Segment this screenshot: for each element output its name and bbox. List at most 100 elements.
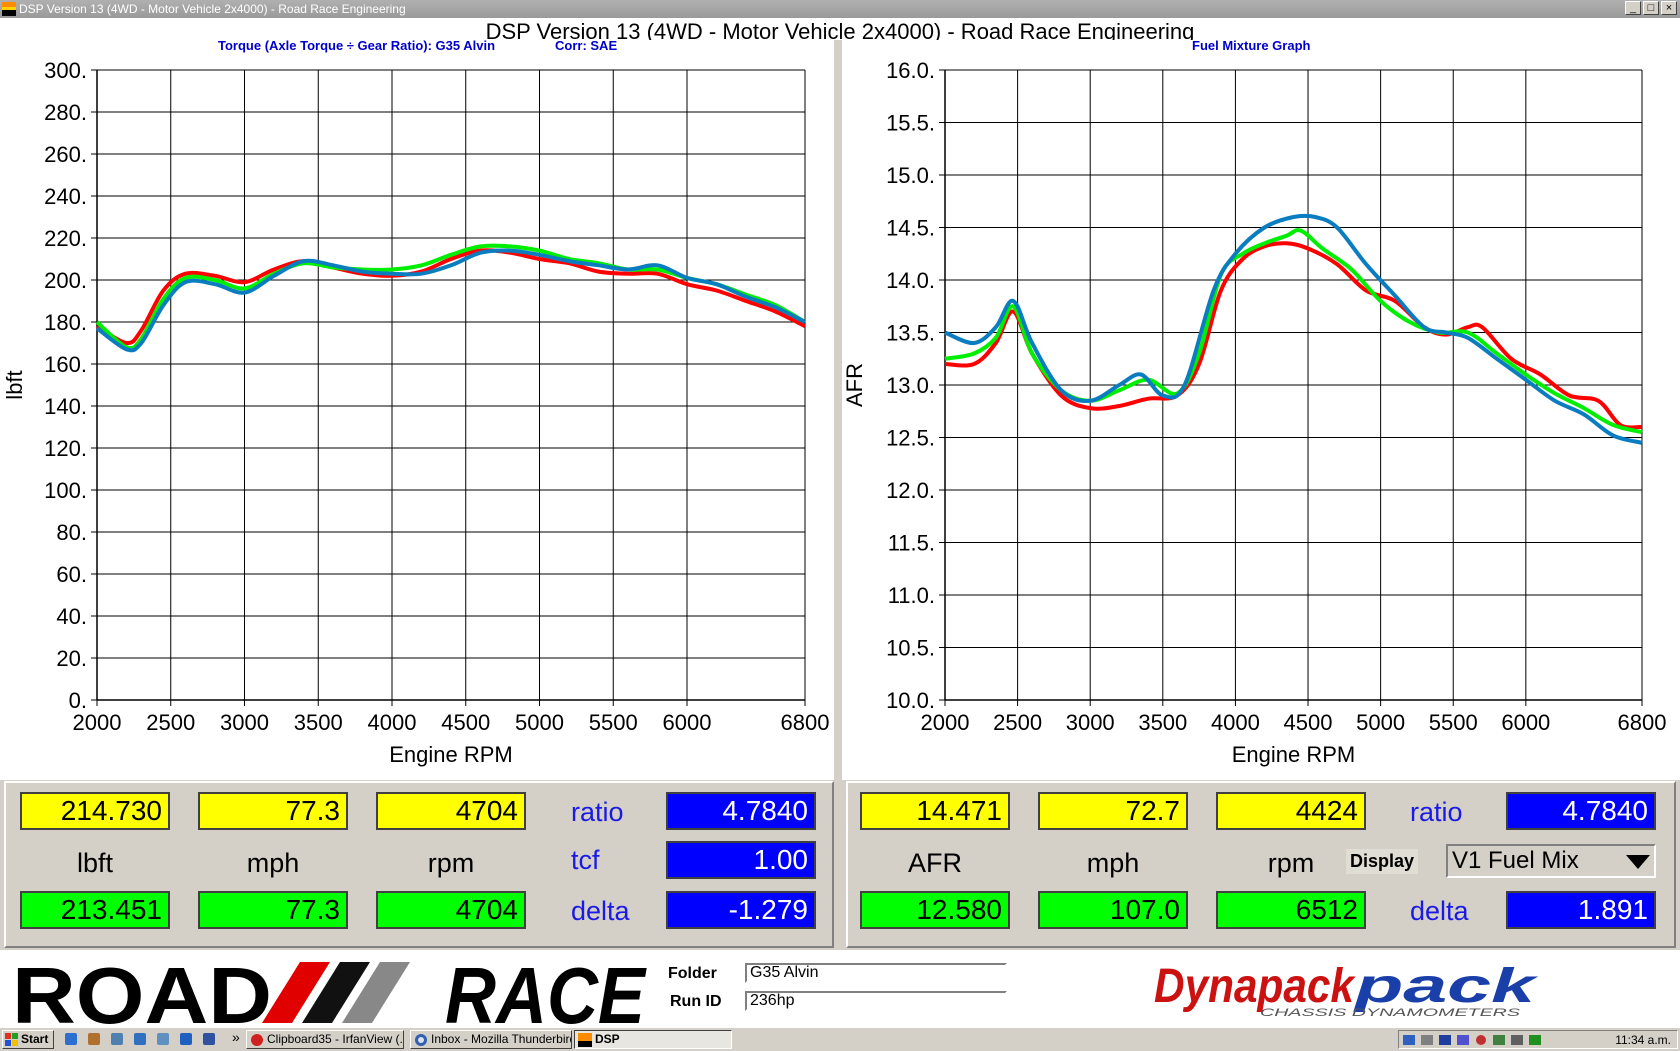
outlook-icon[interactable] bbox=[87, 1032, 101, 1046]
readout-rpm-peak: 4704 bbox=[376, 891, 526, 929]
y-tick-label: 240. bbox=[44, 184, 87, 209]
minimize-button[interactable]: _ bbox=[1625, 1, 1641, 15]
ie2-icon[interactable] bbox=[179, 1032, 193, 1046]
readout-mph-peak-right: 107.0 bbox=[1038, 891, 1188, 929]
irfanview-icon bbox=[251, 1034, 263, 1046]
task-thunderbird[interactable]: Inbox - Mozilla Thunderbird bbox=[410, 1030, 572, 1049]
torque-header-title: Torque (Axle Torque ÷ Gear Ratio): G35 A… bbox=[218, 38, 496, 53]
ratio-label-right: ratio bbox=[1410, 797, 1463, 827]
dsp-app-icon bbox=[2, 2, 16, 16]
runid-field[interactable]: 236hp bbox=[745, 991, 1007, 1011]
readout-mph-peak: 77.3 bbox=[198, 891, 348, 929]
window-titlebar: DSP Version 13 (4WD - Motor Vehicle 2x40… bbox=[0, 0, 1680, 18]
maximize-button[interactable]: □ bbox=[1643, 1, 1659, 15]
wordpad-icon[interactable] bbox=[133, 1032, 147, 1046]
y-tick-label: 200. bbox=[44, 268, 87, 293]
y-tick-label: 280. bbox=[44, 100, 87, 125]
runid-label: Run ID bbox=[670, 993, 722, 1010]
x-tick-label: 2000 bbox=[921, 710, 970, 735]
quicklaunch-chevron[interactable]: » bbox=[232, 1029, 240, 1045]
tray-icons[interactable] bbox=[1403, 1033, 1553, 1047]
y-tick-label: 15.5. bbox=[886, 111, 935, 136]
y-tick-label: 140. bbox=[44, 394, 87, 419]
display-button[interactable]: Display bbox=[1346, 849, 1419, 874]
y-tick-label: 40. bbox=[56, 604, 87, 629]
delta-value: -1.279 bbox=[666, 891, 816, 929]
delta-label-right: delta bbox=[1410, 896, 1469, 926]
torque-readout-panel: 214.730 77.3 4704 lbft mph rpm 213.451 7… bbox=[4, 781, 834, 948]
afr-chart[interactable]: 10.0. 10.5. 11.0. 11.5. 12.0. 12.5. 13.0. 13.5.… bbox=[842, 40, 1680, 780]
x-axis-label: Engine RPM bbox=[1232, 742, 1356, 767]
x-tick-label: 6800 bbox=[781, 710, 830, 735]
readout-rpm-current: 4704 bbox=[376, 792, 526, 830]
folder-field[interactable]: G35 Alvin bbox=[745, 963, 1007, 983]
y-tick-label: 16.0. bbox=[886, 58, 935, 83]
unit-rpm: rpm bbox=[427, 848, 475, 878]
footer-bar: ROAD RACE Folder G35 Alvin Run ID 236hp … bbox=[0, 950, 1680, 1040]
unit-mph: mph bbox=[246, 848, 300, 878]
readout-rpm-peak-right: 6512 bbox=[1216, 891, 1366, 929]
x-tick-label: 2000 bbox=[73, 710, 122, 735]
x-tick-label: 3000 bbox=[220, 710, 269, 735]
tcf-label: tcf bbox=[571, 845, 600, 875]
y-tick-label: 13.0. bbox=[886, 373, 935, 398]
unit-mph-right: mph bbox=[1086, 848, 1140, 878]
y-tick-label: 0. bbox=[69, 688, 87, 713]
y-tick-label: 13.5. bbox=[886, 321, 935, 346]
windows-logo-icon bbox=[5, 1033, 18, 1046]
x-tick-label: 4000 bbox=[368, 710, 417, 735]
x-tick-label: 2500 bbox=[993, 710, 1042, 735]
x-tick-label: 6800 bbox=[1618, 710, 1667, 735]
chevron-down-icon bbox=[1626, 855, 1650, 869]
system-tray: 11:34 a.m. bbox=[1398, 1030, 1678, 1049]
start-button[interactable]: Start bbox=[2, 1030, 54, 1049]
x-tick-label: 5500 bbox=[1429, 710, 1478, 735]
y-tick-label: 12.5. bbox=[886, 426, 935, 451]
display-mode-value: V1 Fuel Mix bbox=[1452, 847, 1579, 874]
readout-afr-peak: 12.580 bbox=[860, 891, 1010, 929]
folder-label: Folder bbox=[668, 965, 717, 982]
torque-plot-panel: 0. 20. 40. 60. 80. 100. 120. 140. 160. 180. 200. 22… bbox=[0, 40, 834, 780]
x-tick-label: 3500 bbox=[294, 710, 343, 735]
afr-header-title: Fuel Mixture Graph bbox=[1192, 38, 1311, 53]
y-tick-label: 60. bbox=[56, 562, 87, 587]
x-tick-label: 6000 bbox=[1501, 710, 1550, 735]
x-tick-label: 4000 bbox=[1211, 710, 1260, 735]
display-mode-select[interactable]: V1 Fuel Mix bbox=[1446, 844, 1656, 878]
calc-icon[interactable] bbox=[156, 1032, 170, 1046]
svg-text:pack: pack bbox=[1352, 960, 1539, 1013]
delta-value-right: 1.891 bbox=[1506, 891, 1656, 929]
svg-text:ROAD: ROAD bbox=[12, 951, 272, 1027]
close-button[interactable]: × bbox=[1661, 1, 1677, 15]
y-tick-label: 10.5. bbox=[886, 636, 935, 661]
y-tick-label: 15.0. bbox=[886, 163, 935, 188]
series-line-1 bbox=[944, 241, 1643, 430]
clock[interactable]: 11:34 a.m. bbox=[1615, 1033, 1671, 1047]
ratio-label: ratio bbox=[571, 797, 624, 827]
torque-chart[interactable]: 0. 20. 40. 60. 80. 100. 120. 140. 160. 180. 200. 22… bbox=[0, 40, 834, 780]
unit-lbft: lbft bbox=[76, 848, 114, 878]
afr-readout-panel: 14.471 72.7 4424 AFR mph rpm 12.580 107.… bbox=[846, 781, 1676, 948]
y-tick-label: 10.0. bbox=[886, 688, 935, 713]
y-tick-label: 220. bbox=[44, 226, 87, 251]
torque-header-corr: Corr: SAE bbox=[555, 38, 618, 53]
task-dsp[interactable]: DSP bbox=[574, 1030, 732, 1049]
readout-mph-current: 77.3 bbox=[198, 792, 348, 830]
thunderbird-icon[interactable] bbox=[202, 1032, 216, 1046]
dsp-task-icon bbox=[578, 1033, 592, 1047]
y-tick-label: 180. bbox=[44, 310, 87, 335]
delta-label: delta bbox=[571, 896, 630, 926]
svg-text:RACE: RACE bbox=[445, 951, 647, 1027]
afr-plot-panel: 10.0. 10.5. 11.0. 11.5. 12.0. 12.5. 13.0. 13.5.… bbox=[842, 40, 1680, 780]
ie-icon[interactable] bbox=[64, 1032, 78, 1046]
unit-afr: AFR bbox=[908, 848, 962, 878]
unit-rpm-right: rpm bbox=[1267, 848, 1315, 878]
task-irfanview[interactable]: Clipboard35 - IrfanView (... bbox=[246, 1030, 404, 1049]
ratio-value-right: 4.7840 bbox=[1506, 792, 1656, 830]
x-tick-label: 2500 bbox=[146, 710, 195, 735]
x-tick-label: 5000 bbox=[515, 710, 564, 735]
readout-afr-current: 14.471 bbox=[860, 792, 1010, 830]
x-tick-label: 4500 bbox=[1284, 710, 1333, 735]
y-tick-label: 120. bbox=[44, 436, 87, 461]
notepad-icon[interactable] bbox=[110, 1032, 124, 1046]
